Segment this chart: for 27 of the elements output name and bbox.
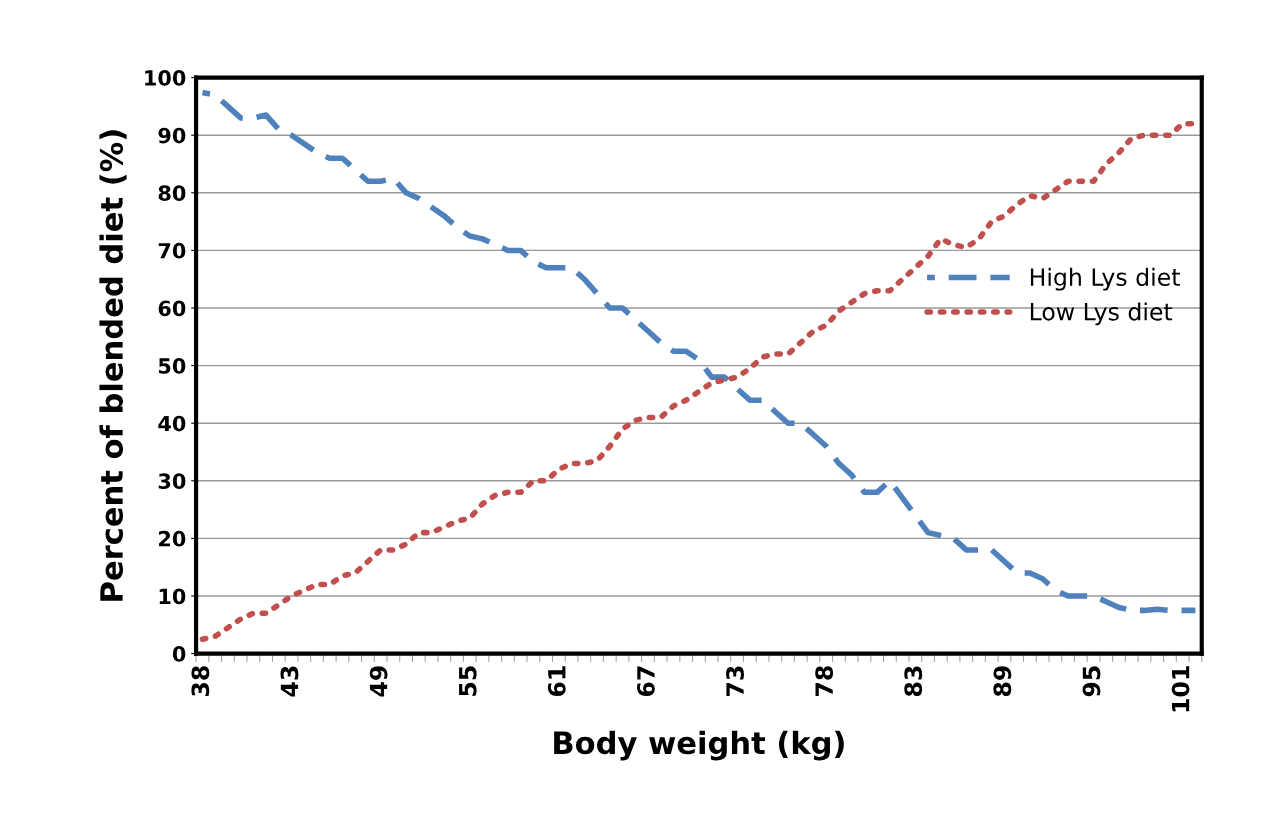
x-tick-label: 73 xyxy=(726,666,744,696)
legend-label: Low Lys diet xyxy=(1030,302,1173,326)
y-tick-label: 20 xyxy=(159,530,186,547)
x-tick-label: 101 xyxy=(1171,666,1190,712)
y-tick-label: 10 xyxy=(159,588,186,605)
y-tick-label: 30 xyxy=(158,473,186,490)
x-tick-label: 95 xyxy=(1082,666,1101,697)
y-tick-label: 100 xyxy=(145,70,186,86)
x-tick-label: 67 xyxy=(637,666,655,697)
x-tick-label: 38 xyxy=(191,666,210,696)
x-tick-label: 61 xyxy=(547,666,566,697)
y-tick-label: 90 xyxy=(158,127,186,144)
x-tick-label: 78 xyxy=(815,666,834,696)
y-axis-title: Percent of blended diet (%) xyxy=(99,130,127,601)
y-tick-label: 50 xyxy=(158,358,186,374)
x-tick-label: 83 xyxy=(904,666,923,697)
x-axis-title: Body weight (kg) xyxy=(554,730,844,761)
y-tick-label: 40 xyxy=(158,415,186,432)
x-tick-label: 43 xyxy=(280,666,299,697)
x-tick-label: 55 xyxy=(459,666,477,696)
y-tick-label: 60 xyxy=(158,300,186,317)
x-tick-label: 89 xyxy=(993,666,1012,697)
legend-label: High Lys diet xyxy=(1030,267,1180,291)
x-tick-label: 49 xyxy=(369,666,388,697)
y-tick-label: 80 xyxy=(158,185,186,202)
y-tick-label: 70 xyxy=(158,242,186,259)
y-tick-label: 0 xyxy=(172,646,186,662)
